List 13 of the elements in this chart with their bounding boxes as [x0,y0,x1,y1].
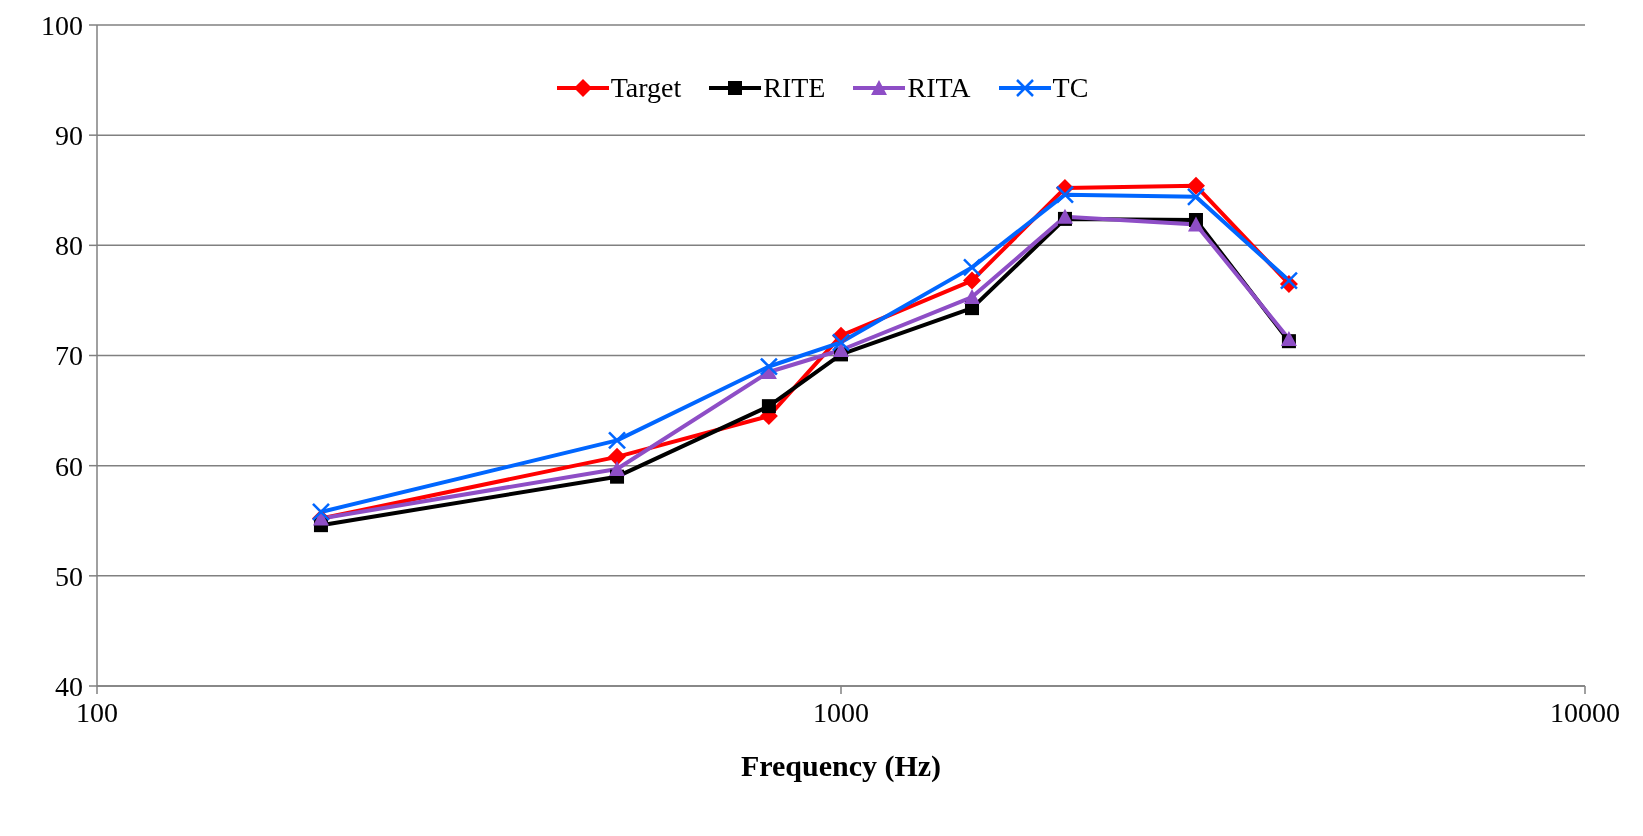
y-tick-label: 50 [55,560,83,592]
legend-label: TC [1052,72,1089,104]
legend-label: Target [610,72,682,104]
y-tick-label: 100 [41,9,83,41]
legend-label: RITE [763,72,826,104]
y-tick-label: 70 [55,340,83,372]
x-tick-label: 1000 [813,696,869,728]
y-tick-label: 60 [55,450,83,482]
legend-label: RITA [907,72,971,104]
x-tick-label: 10000 [1550,696,1620,728]
x-axis-title: Frequency (Hz) [740,749,942,783]
y-tick-label: 80 [55,230,83,262]
y-tick-label: 90 [55,120,83,152]
